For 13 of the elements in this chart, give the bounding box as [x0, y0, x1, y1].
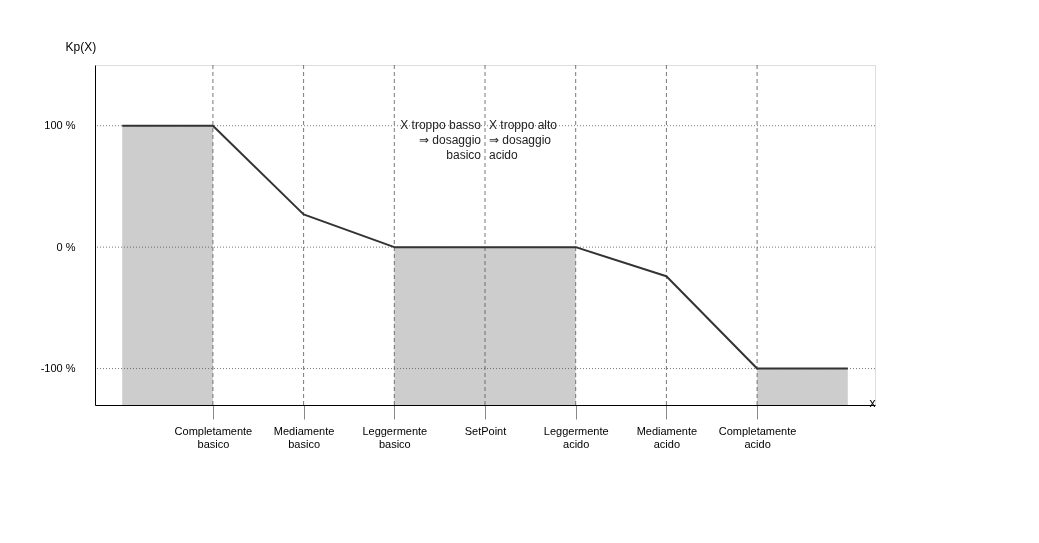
- annotation: X troppo alto ⇒ dosaggio acido: [489, 118, 558, 162]
- x-tick-label: Mediamente basico: [273, 424, 335, 450]
- y-tick-label: 100 %: [44, 119, 76, 132]
- x-tick-label: Completamente basico: [174, 424, 253, 450]
- y-tick-label: 0 %: [56, 240, 76, 253]
- y-axis-title: Kp(X): [65, 39, 97, 54]
- x-tick-label: Mediamente acido: [636, 424, 698, 450]
- x-tick-label: SetPoint: [464, 424, 507, 437]
- annotation: X troppo basso ⇒ dosaggio basico: [400, 118, 482, 162]
- x-tick-label: Leggermente basico: [362, 424, 428, 450]
- y-tick-label: -100 %: [40, 362, 76, 375]
- x-tick-label: Completamente acido: [718, 424, 797, 450]
- x-tick-label: Leggermente acido: [543, 424, 609, 450]
